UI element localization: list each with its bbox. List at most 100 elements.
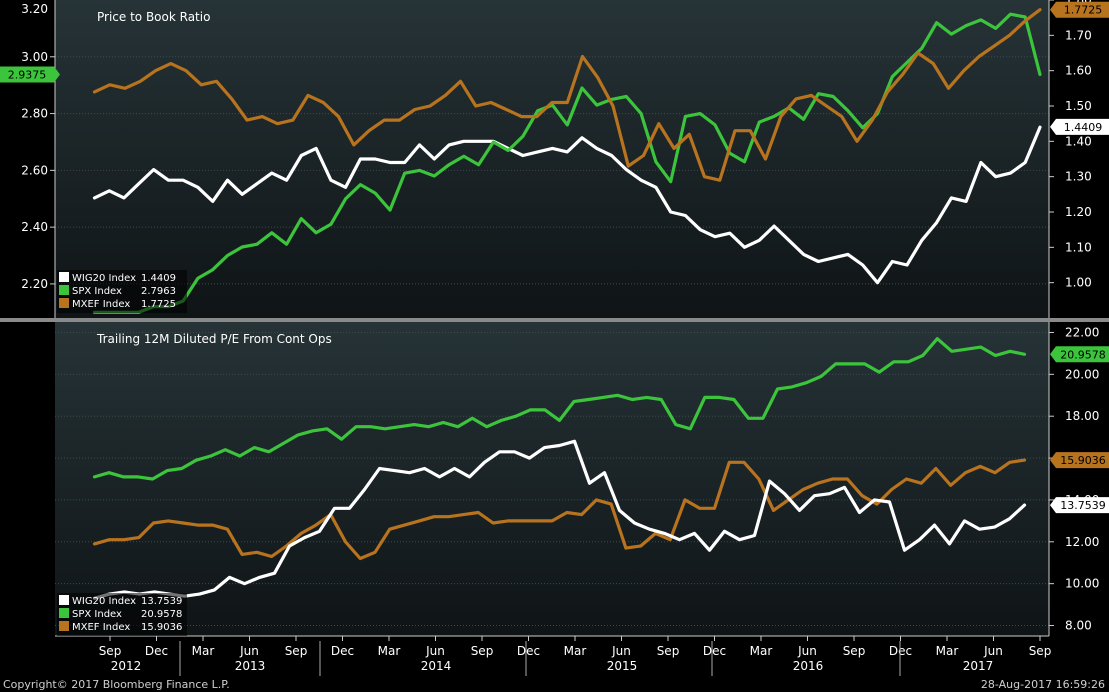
- right-tick-label: 1.10: [1065, 240, 1092, 254]
- x-year-label: 2017: [963, 659, 994, 673]
- x-axis: Sep Dec Mar Jun Sep Dec Mar Jun Sep Dec Mar Jun Sep D…: [55, 635, 1052, 676]
- top-panel-series: [92, 8, 1042, 314]
- x-tick-label: Sep: [285, 644, 308, 658]
- left-tick-label: 2.40: [21, 220, 48, 234]
- top-panel-gridlines: [55, 56, 1049, 285]
- left-tick-label: 3.00: [21, 50, 48, 64]
- series-line-spx: [92, 337, 1027, 481]
- right-tick-label: 22.00: [1065, 325, 1099, 339]
- x-year-label: 2012: [111, 659, 142, 673]
- top-panel-title: Price to Book Ratio: [97, 10, 210, 24]
- right-tick-label: 10.00: [1065, 577, 1099, 591]
- x-tick-label: Sep: [657, 644, 680, 658]
- legend-label-spx: SPX Index: [72, 286, 122, 297]
- x-year-label: 2014: [421, 659, 452, 673]
- mxef-pb-tag-label: 1.7725: [1064, 4, 1103, 17]
- wig20-pe-tag: [1050, 497, 1109, 514]
- legend-swatch-wig20: [59, 272, 69, 282]
- x-tick-label: Mar: [750, 644, 773, 658]
- legend-label-wig20: WIG20 Index: [72, 273, 136, 284]
- legend-label-wig20: WIG20 Index: [72, 596, 136, 607]
- legend-swatch-spx: [59, 608, 69, 618]
- legend-box: [57, 270, 187, 313]
- x-tick-label: Jun: [425, 644, 445, 658]
- x-tick-label: Dec: [331, 644, 354, 658]
- legend-value-mxef: 15.9036: [141, 622, 182, 633]
- mxef-pb-tag: [1050, 1, 1109, 18]
- right-tick-label: 1.70: [1065, 28, 1092, 42]
- series-line-mxef: [92, 458, 1027, 561]
- spx-pb-tag-label: 2.9375: [8, 69, 47, 82]
- right-tick-label: 8.00: [1065, 619, 1092, 633]
- right-tick-label: 20.00: [1065, 367, 1099, 381]
- left-tick-label: 2.60: [21, 163, 48, 177]
- x-tick-label: Dec: [517, 644, 540, 658]
- right-tick-label: 1.40: [1065, 134, 1092, 148]
- right-tick-label: 1.20: [1065, 205, 1092, 219]
- x-year-label: 2016: [793, 659, 824, 673]
- spx-pb-tag: [0, 66, 60, 83]
- footer: Copyright© 2017 Bloomberg Finance L.P. 2…: [0, 677, 1109, 692]
- x-tick-label: Mar: [564, 644, 587, 658]
- left-tick-label: 2.80: [21, 107, 48, 121]
- right-tick-label: 18.00: [1065, 409, 1099, 423]
- mxef-pe-tag: [1050, 452, 1109, 469]
- x-tick-label: Mar: [192, 644, 215, 658]
- series-line-wig20: [92, 125, 1042, 285]
- legend-label-spx: SPX Index: [72, 609, 122, 620]
- right-tick-label: 1.00: [1065, 276, 1092, 290]
- right-tick-label: 12.00: [1065, 535, 1099, 549]
- legend-swatch-wig20: [59, 595, 69, 605]
- legend-swatch-mxef: [59, 621, 69, 631]
- top-panel-legend: WIG20 Index 1.4409 SPX Index 2.7963 MXEF Ind…: [57, 270, 187, 313]
- spx-pe-tag: [1050, 346, 1109, 363]
- wig20-pb-tag: [1050, 118, 1109, 135]
- bottom-panel-title: Trailing 12M Diluted P/E From Cont Ops: [96, 332, 332, 346]
- bottom-panel-background: [55, 322, 1049, 636]
- x-tick-label: Jun: [797, 644, 817, 658]
- top-panel-background: [55, 0, 1049, 318]
- series-line-wig20: [92, 439, 1027, 600]
- right-tick-label: 1.60: [1065, 64, 1092, 78]
- panel-divider: [0, 318, 1109, 322]
- right-tick-label: 1.30: [1065, 170, 1092, 184]
- x-tick-label: Sep: [843, 644, 866, 658]
- legend-label-mxef: MXEF Index: [72, 622, 130, 633]
- wig20-pb-tag-label: 1.4409: [1064, 121, 1103, 134]
- x-tick-label: Jun: [239, 644, 259, 658]
- legend-swatch-mxef: [59, 298, 69, 308]
- x-tick-label: Sep: [99, 644, 122, 658]
- legend-swatch-spx: [59, 285, 69, 295]
- legend-box: [57, 593, 187, 636]
- legend-label-mxef: MXEF Index: [72, 299, 130, 310]
- bottom-panel-legend: WIG20 Index 13.7539 SPX Index 20.9578 MXEF I…: [57, 593, 187, 636]
- mxef-pe-tag-label: 15.9036: [1060, 454, 1106, 467]
- value-tags: 2.9375 1.7725 1.4409 20.9578 15.9036 13.7539: [0, 1, 1109, 514]
- x-tick-label: Mar: [936, 644, 959, 658]
- bottom-panel-series: [92, 337, 1027, 600]
- copyright-text: Copyright© 2017 Bloomberg Finance L.P.: [3, 678, 230, 691]
- left-tick-label: 3.20: [21, 2, 48, 16]
- x-year-label: 2015: [607, 659, 638, 673]
- spx-pe-tag-label: 20.9578: [1060, 348, 1106, 361]
- wig20-pe-tag-label: 13.7539: [1060, 499, 1106, 512]
- x-tick-label: Sep: [1029, 644, 1052, 658]
- legend-value-spx: 20.9578: [141, 609, 182, 620]
- x-year-label: 2013: [235, 659, 266, 673]
- legend-value-mxef: 1.7725: [141, 299, 176, 310]
- x-tick-label: Dec: [703, 644, 726, 658]
- x-tick-label: Mar: [378, 644, 401, 658]
- left-tick-label: 2.20: [21, 277, 48, 291]
- series-line-mxef: [92, 8, 1042, 182]
- timestamp-text: 28-Aug-2017 16:59:26: [980, 678, 1105, 691]
- x-tick-label: Jun: [611, 644, 631, 658]
- x-tick-label: Jun: [983, 644, 1003, 658]
- legend-value-spx: 2.7963: [141, 286, 176, 297]
- x-tick-label: Dec: [145, 644, 168, 658]
- legend-value-wig20: 13.7539: [141, 596, 182, 607]
- x-tick-label: Sep: [471, 644, 494, 658]
- right-tick-label: 1.50: [1065, 99, 1092, 113]
- legend-value-wig20: 1.4409: [141, 273, 176, 284]
